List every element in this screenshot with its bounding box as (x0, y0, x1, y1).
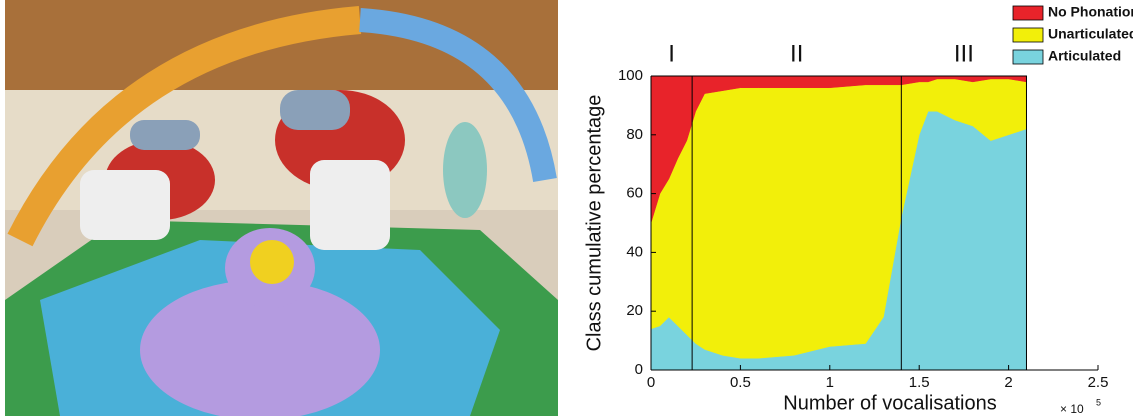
x-tick-label: 0 (647, 374, 655, 391)
photo (5, 0, 558, 416)
legend-label: Articulated (1048, 48, 1121, 64)
y-tick-label: 100 (618, 67, 643, 84)
phase-label: I (668, 40, 675, 67)
phase-label: II (790, 40, 803, 67)
x-axis-label: Number of vocalisations (783, 392, 996, 414)
legend-label: Unarticulated (1048, 26, 1133, 42)
x-tick-label: 2 (1004, 374, 1012, 391)
data-outline (651, 75, 1027, 370)
y-tick-label: 20 (626, 302, 643, 319)
legend-label: No Phonation (1048, 4, 1133, 20)
y-axis-label: Class cumulative percentage (583, 95, 605, 352)
x-tick-label: 0.5 (730, 374, 751, 391)
y-tick-label: 40 (626, 243, 643, 260)
y-tick-label: 80 (626, 126, 643, 143)
x-multiplier-exponent: 5 (1096, 397, 1101, 407)
legend-swatch (1012, 49, 1044, 65)
phase-label: III (954, 40, 974, 67)
x-tick-label: 2.5 (1088, 374, 1109, 391)
legend-swatch (1012, 27, 1044, 43)
legend-swatch (1012, 5, 1044, 21)
x-tick-label: 1 (826, 374, 834, 391)
y-tick-label: 0 (635, 361, 643, 378)
x-multiplier: × 10 (1060, 402, 1084, 416)
x-tick-label: 1.5 (909, 374, 930, 391)
y-tick-label: 60 (626, 185, 643, 202)
